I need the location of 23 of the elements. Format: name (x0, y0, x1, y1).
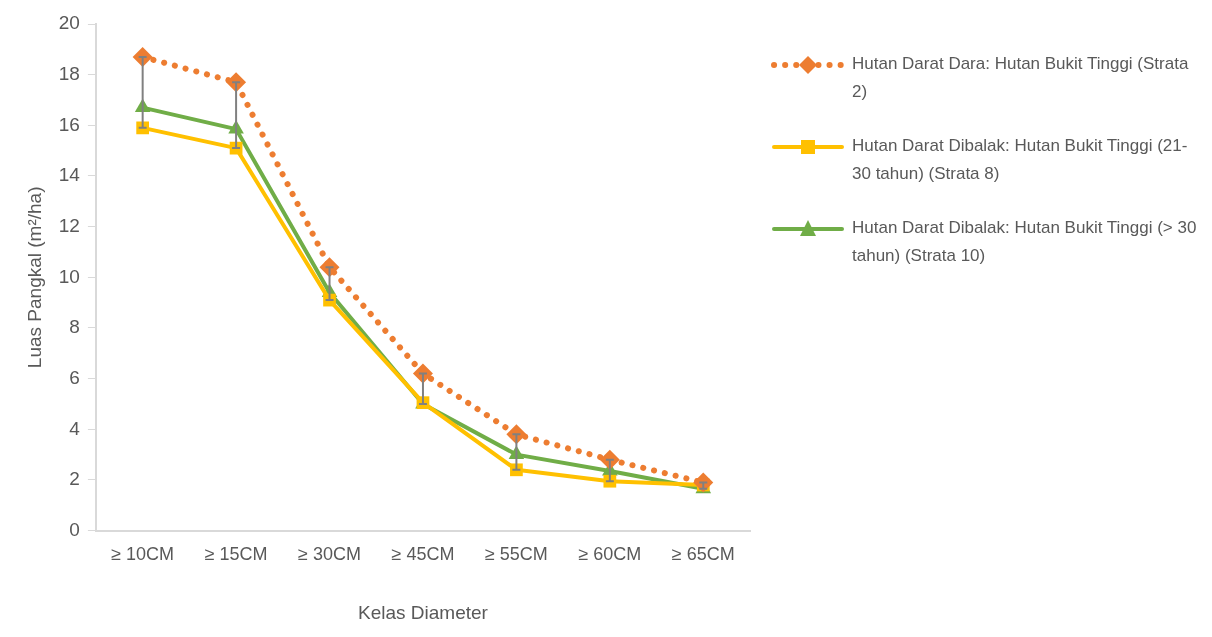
y-tick-label: 20 (58, 12, 80, 34)
y-tick-label: 14 (58, 164, 81, 186)
y-tick-label: 2 (69, 468, 80, 490)
x-tick-label: ≥ 55CM (484, 544, 548, 565)
y-axis-title: Luas Pangkal (m²/ha) (23, 186, 45, 369)
y-tick-label: 0 (69, 518, 80, 540)
x-tick-label: ≥ 30CM (298, 544, 361, 565)
x-tick-label: ≥ 10CM (111, 544, 175, 565)
x-tick-label: ≥ 45CM (391, 544, 455, 565)
y-tick-label: 4 (69, 417, 81, 439)
x-tick-label: ≥ 60CM (578, 544, 642, 565)
legend-label: Hutan Darat Dara: Hutan Bukit Tinggi (Strata 2) (852, 53, 1190, 103)
x-tick-label: ≥ 65CM (671, 544, 735, 565)
x-tick-label: ≥ 15CM (204, 544, 268, 565)
y-tick-label: 18 (58, 62, 80, 84)
legend-label: Hutan Darat Dibalak: Hutan Bukit Tinggi (> 30 tahun) (Strata 10) (852, 217, 1198, 267)
y-tick-label: 12 (58, 214, 80, 236)
x-axis-title: Kelas Diameter (358, 601, 489, 623)
y-tick-label: 6 (69, 366, 80, 388)
legend-label: Hutan Darat Dibalak: Hutan Bukit Tinggi (21-30 tahun) (Strata 8) (852, 135, 1189, 185)
y-tick-label: 10 (58, 265, 80, 287)
y-tick-label: 8 (69, 316, 80, 338)
y-tick-label: 16 (58, 113, 80, 135)
